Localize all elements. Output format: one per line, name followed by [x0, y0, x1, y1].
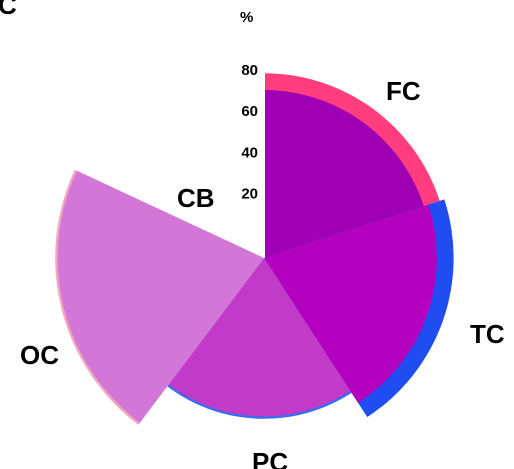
sector-label-tc: TC — [470, 319, 505, 349]
sector-group — [55, 73, 454, 425]
sector-label-fc: FC — [386, 76, 421, 106]
panel-letter: C — [0, 0, 17, 20]
tick-label-60: 60 — [241, 103, 258, 120]
sector-inner-tc — [264, 204, 437, 403]
sector-inner-oc — [57, 170, 264, 423]
sector-label-pc: PC — [252, 447, 288, 469]
tick-label-40: 40 — [241, 144, 258, 161]
sector-inner-fc — [264, 90, 424, 258]
tick-label-20: 20 — [241, 186, 258, 203]
sector-label-cb: CB — [177, 183, 215, 213]
unit-label: % — [240, 9, 253, 26]
tick-label-80: 80 — [241, 62, 258, 79]
tick-labels: 20 40 60 80 — [241, 62, 258, 203]
sector-label-oc: OC — [20, 340, 59, 370]
sector-inner-pc — [168, 258, 351, 417]
